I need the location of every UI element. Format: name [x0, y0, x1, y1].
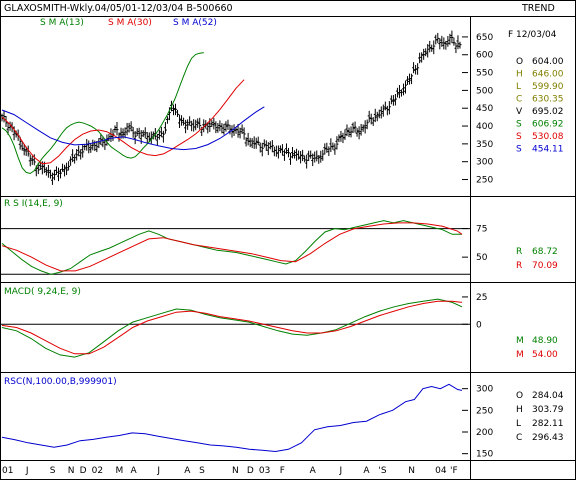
- price-readout-label: S: [516, 120, 522, 130]
- price-readout-value: 630.35: [532, 95, 564, 105]
- rsc-series-rsc: [1, 383, 463, 453]
- price-ytick-label: 350: [476, 140, 493, 150]
- rsi-ytick-label: 50: [476, 253, 488, 263]
- legend-sma13: S M A(13): [40, 18, 84, 28]
- price-ytick-label: 500: [476, 86, 493, 96]
- price-ytick-label: 300: [476, 158, 493, 168]
- price-readout-value: 530.08: [532, 132, 564, 142]
- xaxis-label: N: [408, 466, 415, 476]
- rsc-ytick-label: 300: [476, 385, 493, 395]
- xaxis-label: F: [280, 466, 285, 476]
- rsi-title: R S I(14,E, 9): [4, 199, 63, 209]
- price-ytick-label: 550: [476, 69, 493, 79]
- rsi-readout-value: 70.09: [532, 261, 558, 271]
- macd-readout-label: M: [516, 350, 524, 360]
- macd-ytick-label: 0: [476, 320, 482, 330]
- xaxis-label: J: [25, 466, 29, 476]
- xaxis-label: 02: [92, 466, 103, 476]
- macd-title: MACD( 9,24,E, 9): [4, 287, 81, 297]
- xaxis-label: 04: [435, 466, 447, 476]
- price-ytick-label: 450: [476, 104, 493, 114]
- rsi-readout-label: R: [516, 247, 522, 257]
- rsi-readout-label: R: [516, 261, 522, 271]
- xaxis-label: D: [247, 466, 254, 476]
- xaxis-label: A: [363, 466, 370, 476]
- macd-ytick-label: 25: [476, 293, 487, 303]
- price-ytick-label: 400: [476, 122, 493, 132]
- xaxis-label: 'F: [450, 466, 458, 476]
- xaxis-label: N: [68, 466, 75, 476]
- xaxis-label: J: [156, 466, 160, 476]
- xaxis-label: 03: [259, 466, 270, 476]
- legend-sma52: S M A(52): [173, 18, 217, 28]
- rsc-readout-label: L: [516, 419, 521, 429]
- chart-title: GLAXOSMITH-Wkly.04/05/01-12/03/04 B-5006…: [4, 3, 233, 14]
- rsc-title: RSC(N,100.00,B,999901): [4, 377, 117, 387]
- xaxis-label: 'S: [378, 466, 386, 476]
- price-readout-value: 646.00: [532, 70, 564, 80]
- rsc-readout-value: 284.04: [532, 391, 564, 401]
- xaxis-label: N: [232, 466, 239, 476]
- xaxis-label: D: [80, 466, 87, 476]
- macd-readout-value: 54.00: [532, 350, 558, 360]
- xaxis-label: S: [199, 466, 205, 476]
- xaxis-label: 01: [2, 466, 13, 476]
- macd-series-macd: [1, 298, 463, 358]
- rsc-ytick-label: 250: [476, 406, 493, 416]
- price-readout-label: H: [516, 70, 523, 80]
- rsi-series-rsi: [1, 220, 462, 275]
- rsi-readout-value: 68.72: [532, 247, 558, 257]
- rsc-ytick-label: 150: [476, 450, 493, 460]
- price-readout-label: L: [516, 82, 521, 92]
- xaxis-label: A: [184, 466, 191, 476]
- price-readout-label: S: [516, 132, 522, 142]
- price-series-sma13: [1, 52, 204, 175]
- macd-readout-value: 48.90: [532, 336, 558, 346]
- price-series-sma52: [1, 106, 265, 151]
- rsc-readout-label: O: [516, 391, 523, 401]
- price-readout-label: V: [516, 107, 523, 117]
- price-readout-value: 454.11: [532, 145, 564, 155]
- price-readout-value: 599.90: [532, 82, 564, 92]
- legend-sma30: S M A(30): [108, 18, 152, 28]
- price-series-sma30: [1, 79, 245, 165]
- rsc-readout-value: 282.11: [532, 419, 564, 429]
- price-readout-value: 604.00: [532, 57, 564, 67]
- macd-series-macd_sig: [1, 300, 463, 355]
- rsc-readout-value: 303.79: [532, 405, 564, 415]
- price-ytick-label: 250: [476, 176, 493, 186]
- trend-label: TREND: [521, 3, 555, 14]
- xaxis-label: A: [310, 466, 317, 476]
- macd-readout-label: M: [516, 336, 524, 346]
- xaxis-label: J: [339, 466, 343, 476]
- rsc-readout-label: C: [516, 433, 522, 443]
- rsi-series-rsi_sig: [1, 222, 463, 272]
- date-readout: F 12/03/04: [508, 30, 557, 40]
- price-bars: [0, 30, 462, 185]
- price-readout-label: S: [516, 145, 522, 155]
- xaxis-label: A: [130, 466, 137, 476]
- rsc-ytick-label: 200: [476, 428, 493, 438]
- xaxis-label: S: [50, 466, 56, 476]
- rsc-readout-label: H: [516, 405, 523, 415]
- price-readout-label: O: [516, 57, 523, 67]
- price-readout-value: 606.92: [532, 120, 564, 130]
- xaxis-label: M: [116, 466, 124, 476]
- price-readout-label: C: [516, 95, 522, 105]
- price-ytick-label: 650: [476, 33, 493, 43]
- rsc-readout-value: 296.43: [532, 433, 564, 443]
- price-ytick-label: 600: [476, 51, 493, 61]
- rsi-ytick-label: 75: [476, 225, 487, 235]
- price-readout-value: 695.02: [532, 107, 564, 117]
